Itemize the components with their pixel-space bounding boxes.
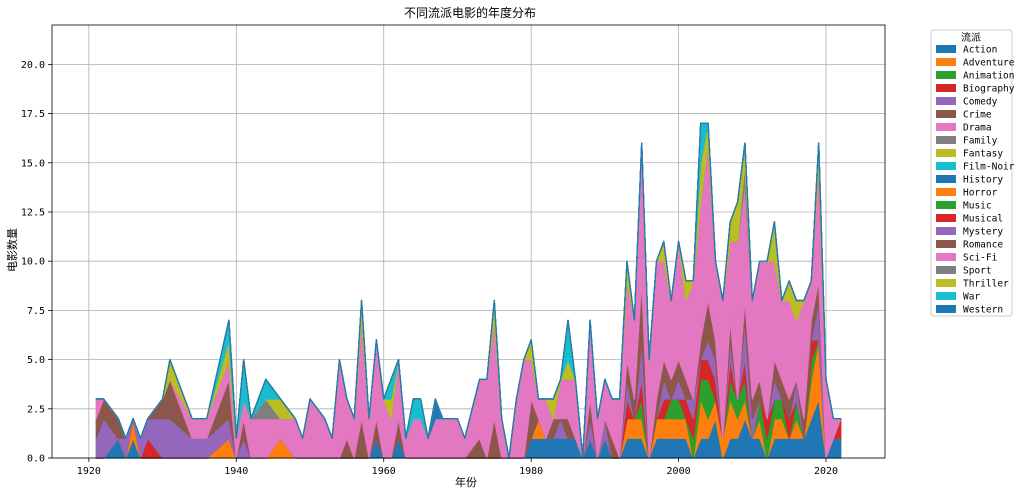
legend-swatch <box>936 45 956 53</box>
x-tick-label: 1940 <box>224 466 248 477</box>
plot-frame <box>51 24 886 459</box>
legend-swatch <box>936 97 956 105</box>
y-tick-label: 7.5 <box>27 306 45 317</box>
legend-swatch <box>936 240 956 248</box>
legend-label: Crime <box>963 110 992 121</box>
legend-label: War <box>963 292 980 303</box>
legend-swatch <box>936 136 956 144</box>
legend-swatch <box>936 292 956 300</box>
legend-label: Drama <box>963 123 992 134</box>
chart-title: 不同流派电影的年度分布 <box>404 5 536 20</box>
y-tick-label: 2.5 <box>27 404 45 415</box>
legend-label: Animation <box>963 71 1014 82</box>
legend-label: Sci-Fi <box>963 253 998 264</box>
legend-label: Sport <box>963 266 992 277</box>
y-tick-label: 15.0 <box>21 158 45 169</box>
legend-swatch <box>936 71 956 79</box>
x-tick-label: 1920 <box>77 466 101 477</box>
y-tick-label: 10.0 <box>21 257 45 268</box>
y-tick-label: 0.0 <box>27 454 45 465</box>
legend-swatch <box>936 253 956 261</box>
legend-swatch <box>936 110 956 118</box>
legend: 流派 Action Adventure Animation Biography Come… <box>930 29 1015 317</box>
area-western <box>95 122 842 459</box>
area-series <box>95 122 842 459</box>
legend-swatch <box>936 188 956 196</box>
legend-label: Family <box>963 136 998 147</box>
legend-label: Western <box>963 305 1003 316</box>
y-axis-ticks: 0.0 2.5 5.0 7.5 10.0 12.5 15.0 17.5 20.0 <box>21 60 52 465</box>
legend-swatch <box>936 149 956 157</box>
x-axis-title: 年份 <box>455 475 477 489</box>
x-tick-label: 1960 <box>372 466 396 477</box>
legend-label: Film-Noir <box>963 162 1015 173</box>
legend-label: Thriller <box>963 279 1009 290</box>
legend-swatch <box>936 201 956 209</box>
legend-swatch <box>936 58 956 66</box>
legend-swatch <box>936 123 956 131</box>
x-tick-label: 1980 <box>519 466 543 477</box>
legend-label: Music <box>963 201 992 212</box>
y-tick-label: 17.5 <box>21 109 45 120</box>
legend-swatch <box>936 266 956 274</box>
legend-swatch <box>936 214 956 222</box>
legend-label: Adventure <box>963 58 1015 69</box>
legend-label: Comedy <box>963 97 998 108</box>
legend-label: Mystery <box>963 227 1003 238</box>
legend-title: 流派 <box>961 31 981 44</box>
legend-swatch <box>936 305 956 313</box>
y-tick-label: 20.0 <box>21 60 45 71</box>
legend-swatch <box>936 84 956 92</box>
legend-label: History <box>963 175 1003 186</box>
y-tick-label: 5.0 <box>27 355 45 366</box>
legend-label: Fantasy <box>963 149 1003 160</box>
legend-label: Horror <box>963 188 998 199</box>
legend-items: Action Adventure Animation Biography Comedy C… <box>936 45 1015 316</box>
legend-label: Action <box>963 45 997 56</box>
legend-swatch <box>936 279 956 287</box>
legend-swatch <box>936 227 956 235</box>
y-tick-label: 12.5 <box>21 207 45 218</box>
y-axis-title: 电影数量 <box>6 228 19 272</box>
legend-label: Romance <box>963 240 1003 251</box>
legend-label: Musical <box>963 214 1003 225</box>
x-axis-ticks: 1920 1940 1960 1980 2000 2020 <box>77 458 838 477</box>
x-tick-label: 2000 <box>667 466 691 477</box>
legend-swatch <box>936 175 956 183</box>
legend-swatch <box>936 162 956 170</box>
x-tick-label: 2020 <box>814 466 838 477</box>
legend-label: Biography <box>963 84 1015 95</box>
